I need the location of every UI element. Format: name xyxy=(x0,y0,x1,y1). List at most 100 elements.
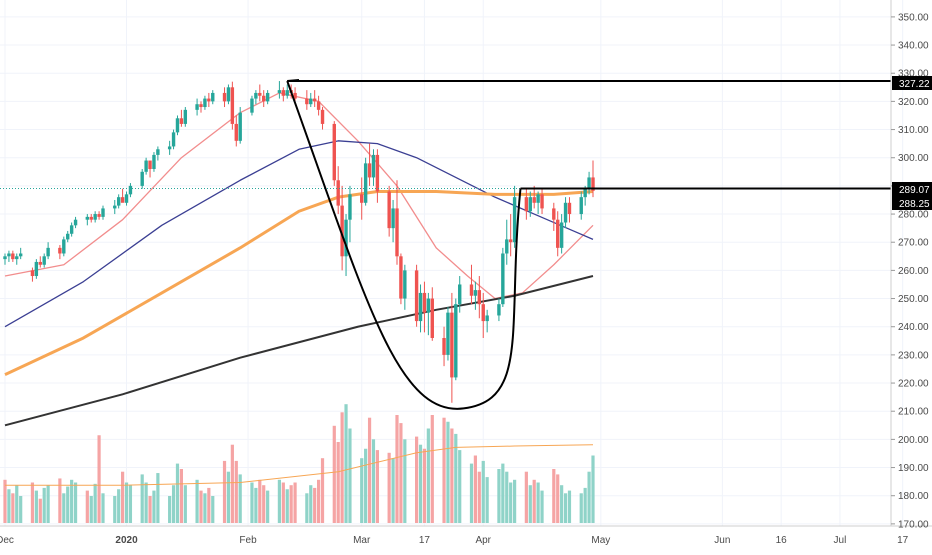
volume-bar xyxy=(179,469,183,523)
price-axis[interactable]: 170.00 180.00 190.00 200.00 210.00 220.00 230.… xyxy=(891,12,929,530)
candle-down xyxy=(281,90,286,96)
candle-down xyxy=(97,214,101,217)
candle-down xyxy=(591,177,595,191)
candle-down xyxy=(340,205,344,257)
candle-up xyxy=(454,304,458,378)
volume-bar xyxy=(168,496,172,523)
volume-bar xyxy=(399,423,403,523)
volume-bar xyxy=(458,450,462,523)
candle-up xyxy=(34,261,39,277)
volume-bar xyxy=(332,425,336,523)
volume-bar xyxy=(395,415,399,523)
candle-up xyxy=(140,171,144,186)
volume-bar xyxy=(320,458,325,523)
volume-bar xyxy=(285,489,289,523)
candle-up xyxy=(587,177,591,189)
volume-bar xyxy=(3,479,7,523)
volume-bar xyxy=(238,474,242,523)
candle-up xyxy=(473,290,478,296)
volume-bar xyxy=(450,428,454,523)
volume-bar xyxy=(97,435,101,523)
volume-bar xyxy=(375,450,379,523)
candle-up xyxy=(485,315,489,322)
candle-up xyxy=(563,202,568,223)
candle-up xyxy=(69,225,74,234)
candle-up xyxy=(579,197,583,215)
volume-bar xyxy=(203,493,207,523)
volume-bar xyxy=(469,463,474,523)
price-tick-label: 280.00 xyxy=(898,210,929,221)
candle-down xyxy=(442,337,446,355)
candle-down xyxy=(367,163,372,178)
candle-down xyxy=(567,202,572,215)
time-tick-label: Jul xyxy=(834,535,847,546)
candle-up xyxy=(501,253,505,305)
grid-lines xyxy=(0,0,904,526)
volume-bar xyxy=(230,444,234,523)
candle-down xyxy=(481,304,485,322)
candles xyxy=(3,81,595,403)
candle-up xyxy=(583,188,587,198)
candle-up xyxy=(344,219,348,257)
candle-up xyxy=(497,304,501,316)
breakout-price-tag xyxy=(892,182,932,196)
volume-bar xyxy=(497,469,501,523)
price-tick-label: 310.00 xyxy=(898,125,929,136)
candle-down xyxy=(58,247,62,254)
candle-down xyxy=(207,98,211,102)
volume-bar xyxy=(552,469,556,523)
volume-bar xyxy=(591,455,595,523)
candle-down xyxy=(179,118,184,124)
candle-down xyxy=(293,92,297,99)
volume-bar xyxy=(418,444,423,523)
candle-up xyxy=(418,292,423,322)
volume-bar xyxy=(524,471,528,523)
price-tick-label: 340.00 xyxy=(898,41,929,52)
volume-bar xyxy=(117,489,121,523)
time-axis[interactable]: Dec 2020 Feb Mar 17 Apr May Jun 16 Jul 17 xyxy=(0,535,909,546)
candle-up xyxy=(128,185,133,195)
time-tick-label: 17 xyxy=(897,535,909,546)
price-tick-label: 170.00 xyxy=(898,519,929,530)
volume-bar xyxy=(42,487,46,523)
volume-bar xyxy=(124,482,129,523)
volume-bar xyxy=(477,471,481,523)
candle-up xyxy=(528,197,532,212)
volume-bar xyxy=(505,471,509,523)
candle-down xyxy=(430,298,434,338)
candle-down xyxy=(450,312,454,378)
volume-bar xyxy=(258,479,262,523)
candle-up xyxy=(203,98,207,108)
candle-down xyxy=(89,216,93,220)
candle-up xyxy=(559,222,564,248)
time-tick-label: Mar xyxy=(353,535,371,546)
candle-up xyxy=(254,92,258,99)
price-tick-label: 200.00 xyxy=(898,435,929,446)
candle-down xyxy=(305,98,309,105)
candle-up xyxy=(211,92,215,102)
candle-down xyxy=(148,160,152,169)
volume-bar xyxy=(473,455,477,523)
price-tick-label: 220.00 xyxy=(898,379,929,390)
candle-down xyxy=(360,194,364,203)
volume-bar xyxy=(183,485,187,523)
volume-bar xyxy=(387,452,391,523)
candle-up xyxy=(446,312,450,355)
moving-average-line xyxy=(4,92,594,300)
cup-curve xyxy=(286,80,522,410)
volume-bar xyxy=(313,487,317,523)
candle-down xyxy=(234,123,238,141)
candle-down xyxy=(199,104,203,108)
volume-bar xyxy=(121,471,125,523)
candle-down xyxy=(320,109,325,124)
volume-bar xyxy=(540,490,544,523)
volume-bar xyxy=(481,460,485,523)
candle-up xyxy=(144,160,148,172)
volume-bar xyxy=(556,474,560,523)
price-tick-label: 320.00 xyxy=(898,97,929,108)
volume-bar xyxy=(73,482,78,523)
volume-bar xyxy=(364,448,368,523)
volume-bar xyxy=(11,493,15,523)
